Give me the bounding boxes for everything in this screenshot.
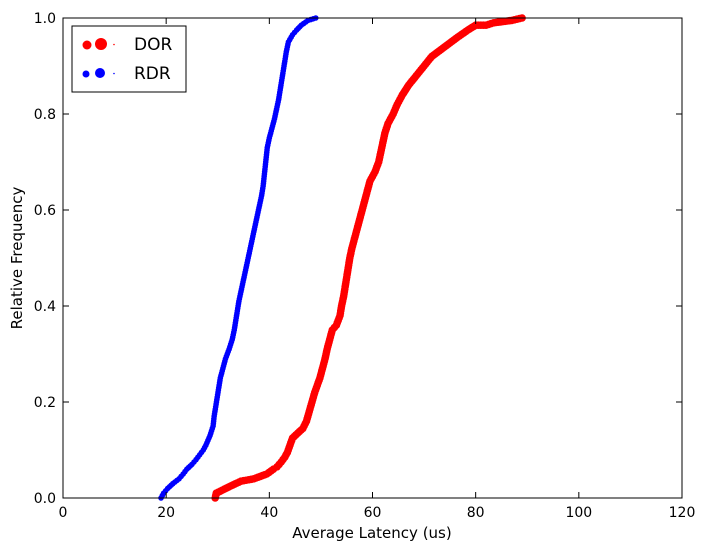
y-axis-label: Relative Frequency bbox=[8, 187, 26, 330]
legend-marker-rdr-large bbox=[95, 68, 105, 78]
series-dor bbox=[211, 14, 526, 502]
axis-ticks: 0 20 40 60 80 100 120 0.0 0.2 0.4 0.6 0.8 1.0 bbox=[34, 11, 696, 521]
x-tick-label: 120 bbox=[669, 505, 696, 521]
series-rdr bbox=[158, 15, 319, 501]
x-tick-label: 80 bbox=[467, 505, 485, 521]
x-axis-label: Average Latency (us) bbox=[292, 524, 451, 542]
legend-marker-dor-tiny bbox=[113, 43, 115, 46]
legend-marker-dor-large bbox=[95, 38, 107, 50]
x-tick-label: 60 bbox=[364, 505, 382, 521]
x-tick-label: 40 bbox=[260, 505, 278, 521]
y-tick-label: 0.0 bbox=[34, 491, 56, 507]
x-tick-label: 20 bbox=[157, 505, 175, 521]
x-tick-label: 0 bbox=[59, 505, 68, 521]
legend-label-rdr: RDR bbox=[134, 64, 171, 84]
y-tick-label: 1.0 bbox=[34, 11, 56, 27]
y-tick-label: 0.2 bbox=[34, 395, 56, 411]
y-tick-label: 0.4 bbox=[34, 299, 56, 315]
plot-area bbox=[158, 14, 526, 502]
legend-entry-rdr: RDR bbox=[82, 64, 171, 84]
legend-label-dor: DOR bbox=[134, 35, 172, 55]
legend: DOR RDR bbox=[71, 25, 187, 93]
legend-box bbox=[71, 25, 187, 93]
y-tick-label: 0.6 bbox=[34, 203, 56, 219]
x-tick-label: 100 bbox=[565, 505, 592, 521]
y-tick-label: 0.8 bbox=[34, 107, 56, 123]
legend-marker-dor-small bbox=[82, 40, 92, 50]
legend-marker-rdr-tiny bbox=[113, 72, 115, 75]
legend-entry-dor: DOR bbox=[82, 35, 172, 55]
legend-marker-rdr-small bbox=[82, 70, 90, 78]
